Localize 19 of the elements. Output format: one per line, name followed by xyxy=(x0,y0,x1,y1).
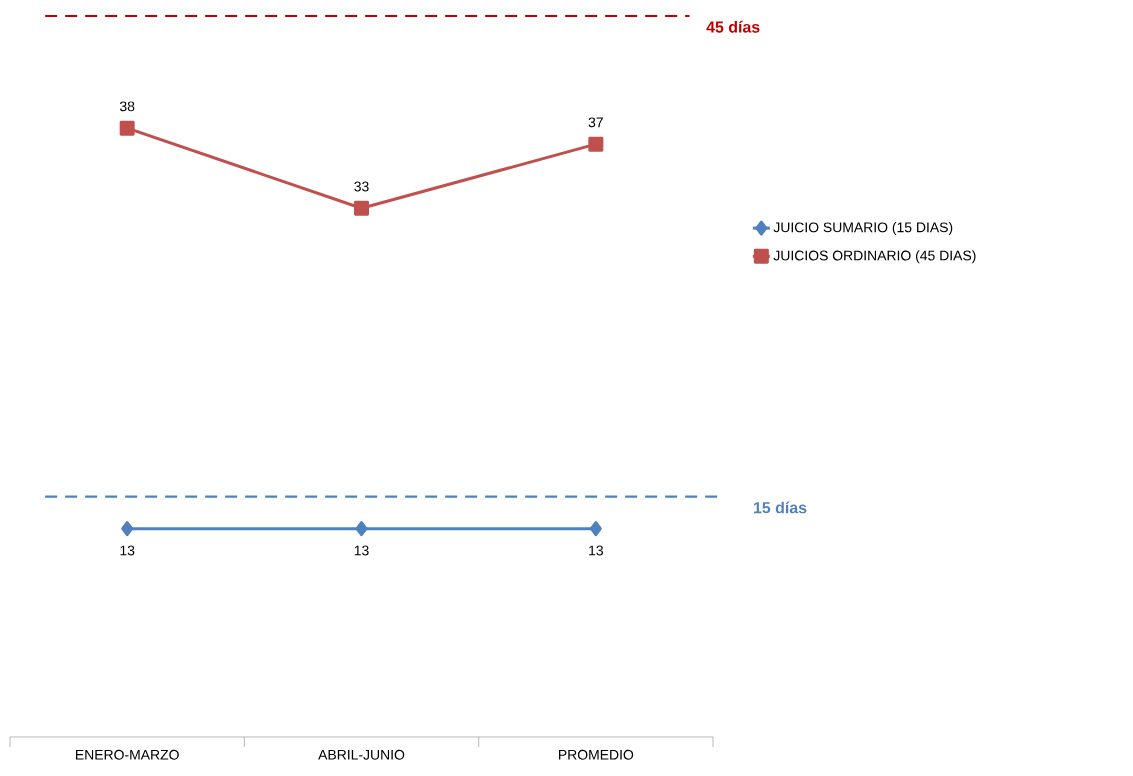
x-tick-label: ENERO-MARZO xyxy=(76,749,179,760)
point xyxy=(121,521,134,537)
data-label: 13 xyxy=(589,545,603,556)
ref-line-label: 15 días xyxy=(754,501,807,514)
legend-label: JUICIOS ORDINARIO (45 DIAS) xyxy=(773,250,976,264)
data-label: 37 xyxy=(588,117,603,128)
point xyxy=(589,521,602,537)
point xyxy=(355,521,368,537)
point xyxy=(354,200,370,216)
data-label: 33 xyxy=(354,181,369,192)
point xyxy=(119,120,135,136)
data-label: 38 xyxy=(119,101,135,112)
ref-line-label: 45 días xyxy=(706,20,760,33)
data-label: 13 xyxy=(120,545,135,556)
x-tick-label: ABRIL-JUNIO xyxy=(318,749,405,760)
legend-label: JUICIO SUMARIO (15 DIAS) xyxy=(773,222,953,236)
point xyxy=(588,136,604,152)
data-label: 13 xyxy=(354,545,369,556)
x-tick-label: PROMEDIO xyxy=(559,749,634,760)
